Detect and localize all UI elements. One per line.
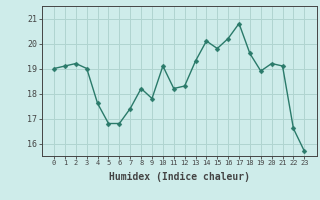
X-axis label: Humidex (Indice chaleur): Humidex (Indice chaleur) bbox=[109, 172, 250, 182]
